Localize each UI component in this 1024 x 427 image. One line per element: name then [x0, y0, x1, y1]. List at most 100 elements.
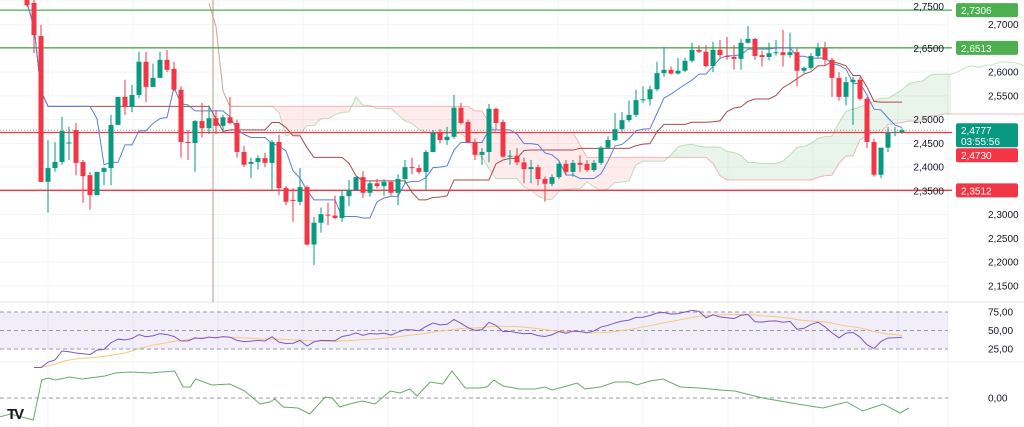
candle [318, 207, 324, 233]
candle [472, 138, 478, 161]
candle [206, 105, 212, 134]
candle-body [423, 151, 429, 172]
cloud-segment [398, 106, 405, 122]
cloud-segment [580, 144, 587, 189]
candle-body [388, 181, 394, 193]
candle-body [850, 79, 856, 83]
candle-body [395, 179, 401, 193]
ichimoku-cloud [208, 3, 1024, 200]
candle [577, 155, 583, 172]
candle-body [899, 130, 905, 133]
price-tick-label: 2,5500 [988, 91, 1019, 102]
candle [563, 160, 569, 175]
candle-body [87, 175, 93, 196]
cloud-segment [720, 147, 727, 180]
candle-body [591, 162, 597, 170]
candle [514, 148, 520, 166]
cloud-segment [370, 105, 377, 109]
cloud-segment [657, 157, 664, 162]
horizontal-levels [0, 9, 952, 191]
candle [682, 57, 688, 73]
cloud-segment [601, 157, 608, 191]
cloud-segment [853, 106, 860, 156]
candle [773, 39, 779, 56]
candle [801, 66, 807, 74]
candle [374, 179, 380, 189]
candle-body [206, 118, 212, 129]
candle [199, 103, 205, 138]
cloud-segment [678, 144, 685, 158]
candle [108, 114, 114, 186]
candle [430, 130, 436, 152]
cloud-segment [517, 132, 524, 187]
cloud-segment [755, 162, 762, 180]
candle-body [311, 222, 317, 245]
candle [605, 136, 611, 150]
candle-body [360, 177, 366, 193]
candle-body [402, 167, 408, 180]
candle-body [507, 155, 513, 157]
candle [619, 112, 625, 132]
candle-body [647, 89, 653, 100]
cloud-segment [615, 157, 622, 183]
candle-body [794, 52, 800, 71]
cloud-segment [321, 106, 328, 119]
candle [584, 160, 590, 172]
price-tick-label: 2,4500 [913, 139, 944, 150]
candle [661, 47, 667, 77]
cloud-segment [545, 132, 552, 200]
candle-body [80, 161, 86, 177]
candle-body [808, 56, 814, 68]
candle-body [94, 171, 100, 196]
candle [213, 110, 219, 134]
candle-body [724, 56, 730, 58]
candle-body [815, 47, 821, 57]
level-price-badge-bg [956, 40, 1018, 55]
candle-body [696, 49, 702, 52]
candle [640, 86, 646, 104]
candle-body [276, 141, 282, 189]
cloud-segment [664, 154, 671, 162]
candle [423, 150, 429, 190]
candle [325, 202, 331, 226]
cloud-segment [916, 80, 923, 122]
price-tick-label: 2,6000 [988, 68, 1019, 79]
candle-body [479, 151, 485, 155]
candle-body [150, 77, 156, 87]
price-tick-label: 2,5000 [913, 115, 944, 126]
cloud-segment [629, 157, 636, 181]
candle-body [185, 141, 191, 143]
candle [486, 103, 492, 163]
candle [52, 141, 58, 172]
level-price-badge-text: 2,6513 [961, 44, 992, 55]
level-price-badge-text: 2,4730 [961, 151, 992, 162]
candle [311, 217, 317, 265]
cloud-segment [937, 74, 944, 116]
cloud-segment [930, 74, 937, 116]
candle [591, 160, 597, 172]
cloud-segment [643, 157, 650, 162]
cloud-segment [391, 106, 398, 115]
candle-body [766, 53, 772, 57]
candle [787, 32, 793, 58]
candle-body [164, 59, 170, 70]
cloud-segment [762, 163, 769, 180]
candle [647, 85, 653, 106]
candle-body [654, 73, 660, 90]
cloud-segment [818, 136, 825, 178]
candle [332, 195, 338, 220]
cloud-segment [769, 163, 776, 180]
candle [94, 171, 100, 196]
candle-body [220, 117, 226, 126]
candle-body [199, 121, 205, 129]
candle [794, 48, 800, 87]
cloud-segment [825, 136, 832, 176]
candle [724, 37, 730, 60]
candle [836, 72, 842, 101]
level-price-badge-bg [956, 3, 1018, 18]
cloud-segment [363, 105, 370, 107]
tradingview-logo-icon[interactable]: TV [7, 406, 24, 423]
